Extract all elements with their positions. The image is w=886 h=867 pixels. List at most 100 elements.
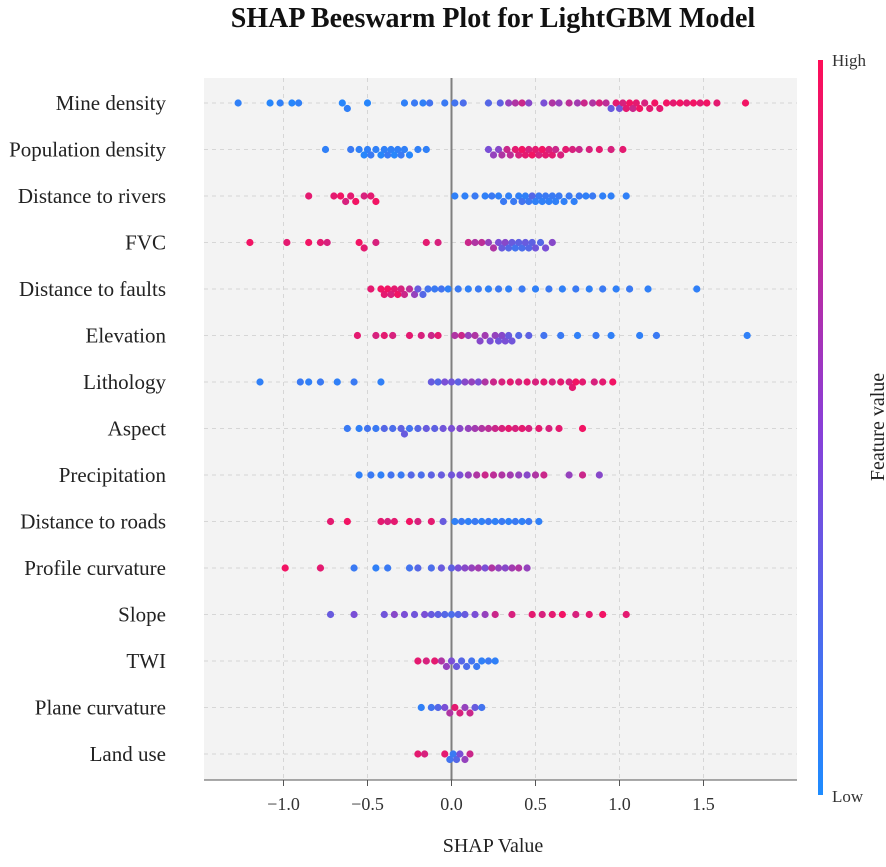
shap-point — [484, 517, 493, 526]
shap-point — [494, 192, 503, 200]
shap-point — [464, 238, 472, 247]
shap-point — [693, 285, 701, 293]
shap-point — [536, 238, 545, 247]
shap-point — [347, 192, 355, 200]
shap-point — [578, 378, 587, 386]
shap-point — [541, 192, 550, 200]
feature-label: Distance to rivers — [18, 184, 166, 208]
shap-point — [360, 192, 368, 200]
shap-point — [548, 192, 556, 200]
shap-point — [427, 610, 435, 619]
shap-point — [491, 424, 499, 433]
shap-point — [503, 145, 511, 154]
shap-point — [607, 331, 615, 340]
shap-point — [473, 662, 481, 671]
shap-point — [377, 151, 385, 159]
feature-label: Mine density — [56, 91, 167, 115]
shap-point — [451, 331, 459, 340]
shap-point — [629, 104, 637, 113]
shap-point — [377, 517, 385, 526]
shap-point — [266, 99, 274, 107]
shap-point — [656, 104, 664, 113]
shap-point — [410, 290, 419, 299]
shap-point — [615, 104, 624, 113]
x-tick-label: 0.5 — [524, 794, 547, 814]
shap-point — [557, 378, 565, 386]
shap-point — [478, 657, 486, 665]
feature-label: Precipitation — [59, 463, 167, 487]
shap-point — [355, 471, 363, 479]
shap-point — [484, 145, 493, 154]
shap-point — [380, 290, 388, 299]
shap-point — [380, 331, 388, 340]
shap-point — [545, 285, 553, 293]
shap-point — [506, 471, 514, 479]
shap-point — [387, 145, 395, 154]
shap-point — [555, 424, 563, 433]
shap-point — [521, 192, 530, 200]
shap-point — [422, 238, 430, 247]
shap-point — [397, 424, 405, 433]
shap-point — [441, 703, 449, 712]
shap-point — [347, 145, 355, 154]
shap-point — [573, 331, 582, 340]
feature-label: Slope — [118, 603, 166, 627]
shap-point — [474, 378, 482, 386]
shap-point — [456, 424, 464, 433]
shap-point — [478, 238, 486, 247]
shap-point — [427, 703, 435, 712]
shap-point — [422, 145, 430, 154]
shap-point — [405, 331, 414, 340]
shap-point — [434, 331, 442, 340]
shap-point — [491, 517, 499, 526]
shap-point — [548, 238, 556, 247]
shap-point — [515, 378, 523, 386]
shap-point — [518, 424, 526, 433]
colorbar-high-label: High — [832, 51, 867, 70]
shap-point — [414, 517, 422, 526]
shap-point — [459, 99, 467, 107]
feature-label: Plane curvature — [35, 696, 166, 720]
shap-point — [531, 244, 540, 252]
shap-point — [377, 378, 385, 386]
shap-point — [384, 564, 392, 572]
shap-point — [372, 331, 380, 340]
shap-point — [449, 750, 457, 758]
shap-point — [296, 378, 304, 386]
shap-point — [515, 192, 523, 200]
shap-point — [447, 471, 456, 479]
feature-label: Lithology — [83, 370, 166, 394]
feature-label: Profile curvature — [24, 556, 166, 580]
shap-point — [452, 662, 461, 671]
shap-point — [468, 564, 476, 572]
shap-point — [419, 290, 427, 299]
shap-point — [622, 610, 630, 619]
shap-point — [471, 424, 479, 433]
shap-point — [456, 471, 464, 479]
shap-point — [456, 750, 464, 758]
shap-point — [343, 104, 351, 113]
shap-point — [442, 662, 451, 671]
shap-point — [528, 192, 536, 200]
shap-point — [505, 517, 513, 526]
shap-point — [457, 657, 466, 665]
shap-point — [390, 151, 398, 159]
shap-point — [607, 145, 615, 154]
shap-point — [350, 378, 358, 386]
shap-point — [431, 285, 439, 293]
shap-point — [491, 610, 499, 619]
x-axis-label: SHAP Value — [443, 835, 544, 857]
shap-point — [321, 145, 330, 154]
shap-point — [281, 564, 289, 572]
shap-point — [518, 145, 526, 154]
shap-point — [441, 378, 449, 386]
shap-point — [323, 238, 331, 247]
shap-point — [390, 285, 398, 293]
shap-point — [305, 238, 313, 247]
shap-point — [488, 564, 496, 572]
shap-point — [494, 238, 503, 247]
shap-point — [515, 564, 523, 572]
shap-point — [548, 99, 556, 107]
shap-point — [585, 145, 593, 154]
shap-point — [580, 99, 588, 107]
